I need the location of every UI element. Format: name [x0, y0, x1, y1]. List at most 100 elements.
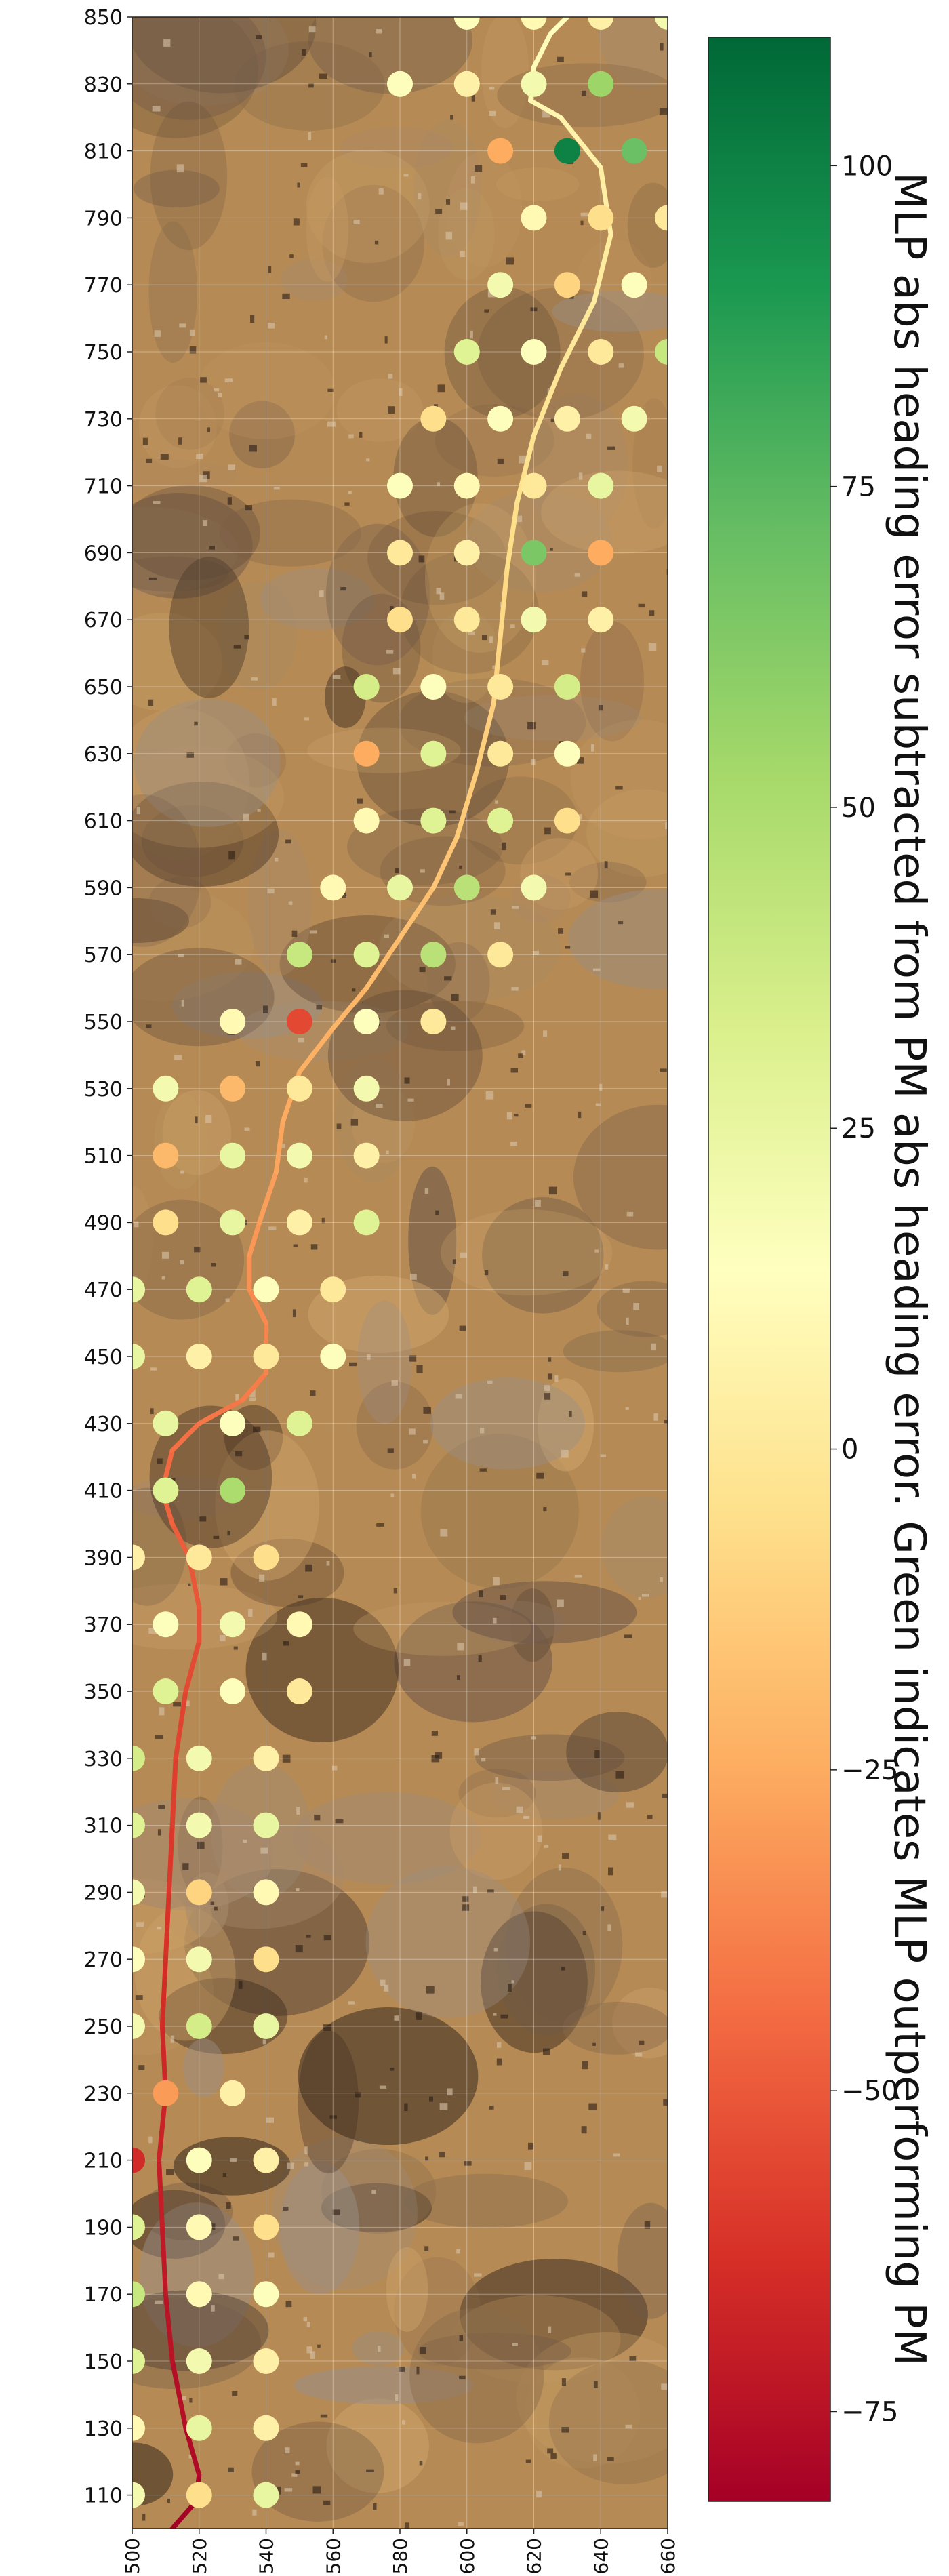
terrain-patch [132, 1186, 153, 1295]
terrain-speck [458, 2522, 464, 2526]
colorbar-bar [708, 37, 831, 2502]
terrain-speck [450, 115, 453, 120]
colorbar-label: MLP abs heading error subtracted from PM… [884, 172, 934, 2366]
terrain-speck [592, 2042, 596, 2046]
terrain-speck [373, 2503, 377, 2510]
data-point [186, 2147, 212, 2173]
data-point [588, 607, 614, 633]
data-point [554, 807, 580, 834]
terrain-speck [487, 1380, 493, 1384]
terrain-speck [211, 2305, 215, 2312]
data-point [554, 674, 580, 700]
terrain-speck [607, 446, 615, 450]
y-tick-label: 490 [84, 1211, 123, 1235]
data-point [286, 1678, 312, 1704]
trajectory-segment [504, 500, 520, 572]
trajectory-segment [240, 1371, 268, 1403]
terrain-speck [153, 501, 161, 504]
terrain-speck [321, 1217, 325, 1224]
terrain-speck [660, 1068, 667, 1072]
data-point [153, 1410, 179, 1436]
terrain-patch [627, 182, 668, 268]
data-point [621, 138, 647, 164]
terrain-speck [248, 1609, 253, 1617]
terrain-speck [181, 999, 184, 1007]
terrain-patch [162, 1090, 232, 1175]
terrain-speck [296, 1807, 300, 1815]
terrain-speck [416, 2366, 420, 2375]
terrain-patch [132, 886, 254, 1001]
y-tick-label: 650 [84, 676, 123, 700]
y-tick-label: 690 [84, 542, 123, 565]
terrain-patch [155, 378, 225, 450]
terrain-speck [500, 1595, 507, 1600]
terrain-patch [306, 176, 349, 282]
terrain-speck [428, 2096, 433, 2102]
terrain-speck [150, 1408, 154, 1415]
terrain-speck [601, 1906, 605, 1911]
y-tick-label: 230 [84, 2082, 123, 2106]
terrain-speck [244, 635, 249, 640]
terrain-speck [481, 1758, 486, 1762]
terrain-speck [291, 2473, 298, 2477]
data-point [521, 472, 547, 499]
terrain-speck [524, 2162, 532, 2170]
terrain-speck [296, 1888, 300, 1891]
terrain-patch [340, 127, 453, 169]
terrain-speck [148, 699, 154, 706]
y-tick-label: 250 [84, 2015, 123, 2039]
data-point [132, 1812, 145, 1838]
terrain-speck [332, 2209, 340, 2215]
data-point [253, 2214, 279, 2240]
terrain-patch [611, 1988, 668, 2059]
terrain-speck [260, 1847, 268, 1854]
trajectory-segment [247, 1220, 262, 1259]
terrain-speck [199, 475, 207, 483]
terrain-speck [317, 2344, 321, 2348]
terrain-speck [161, 1276, 165, 1280]
trajectory-segment [528, 98, 563, 120]
trajectory-segment [163, 1889, 171, 1962]
data-point [286, 1009, 312, 1034]
terrain-speck [249, 1397, 256, 1401]
data-point [588, 472, 614, 499]
data-point [132, 2013, 145, 2039]
trajectory-segment [454, 768, 480, 840]
data-point [220, 1410, 246, 1436]
terrain-speck [320, 2414, 328, 2418]
terrain-speck [268, 266, 272, 273]
terrain-speck [444, 976, 452, 981]
terrain-speck [293, 1244, 298, 1248]
data-point [554, 138, 580, 164]
terrain-speck [371, 2190, 376, 2194]
terrain-speck [581, 648, 586, 653]
y-tick-label: 410 [84, 1480, 123, 1504]
terrain-patch [357, 1300, 412, 1424]
terrain-speck [484, 309, 489, 313]
terrain-speck [157, 1829, 161, 1836]
terrain-speck [390, 606, 394, 613]
terrain-speck [626, 1211, 634, 1217]
terrain-speck [392, 668, 401, 675]
terrain-speck [512, 906, 519, 909]
terrain-speck [544, 1393, 551, 1400]
terrain-speck [136, 1922, 144, 1927]
terrain-speck [502, 1787, 510, 1790]
trajectory-segment [169, 1756, 178, 1828]
y-tick-label: 550 [84, 1011, 123, 1034]
terrain-speck [355, 2092, 361, 2098]
data-point [186, 2482, 212, 2508]
terrain-patch [134, 1906, 236, 2041]
terrain-speck [282, 293, 290, 299]
y-tick-label: 330 [84, 1748, 123, 1771]
terrain-speck [420, 2347, 426, 2354]
data-point [220, 1142, 246, 1169]
terrain-speck [452, 1259, 456, 1264]
terrain-speck [135, 1995, 143, 2000]
terrain-speck [395, 2394, 399, 2401]
terrain-speck [283, 2207, 289, 2211]
terrain-speck [148, 1627, 157, 1634]
terrain-patch [460, 2259, 648, 2371]
colorbar-tick-label: 50 [841, 792, 876, 824]
terrain-speck [557, 1599, 564, 1607]
